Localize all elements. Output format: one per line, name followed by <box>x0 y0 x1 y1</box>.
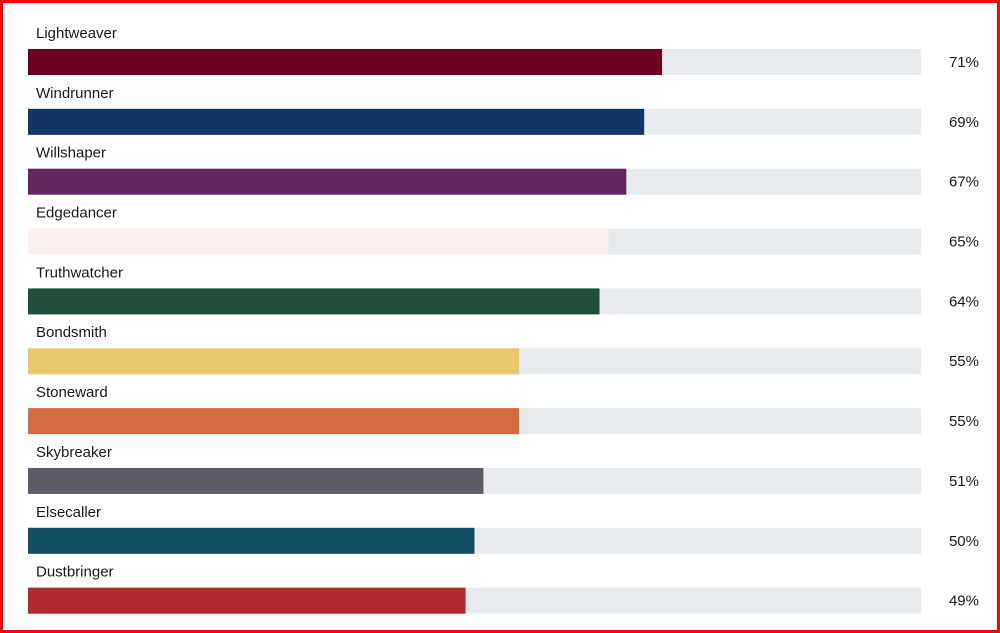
value-label: 55% <box>949 413 979 430</box>
bar <box>28 49 663 75</box>
bar <box>28 467 484 494</box>
category-label: Windrunner <box>36 85 114 102</box>
value-label: 50% <box>949 533 979 550</box>
value-label: 69% <box>949 114 979 131</box>
value-label: 51% <box>949 473 979 490</box>
category-label: Willshaper <box>36 145 106 162</box>
value-label: 71% <box>949 54 979 71</box>
value-label: 67% <box>949 174 979 191</box>
category-label: Edgedancer <box>36 205 117 222</box>
bar <box>28 228 609 255</box>
value-label: 55% <box>949 353 979 370</box>
bar <box>28 168 627 195</box>
category-label: Lightweaver <box>36 25 117 42</box>
bar <box>28 408 520 435</box>
category-label: Stoneward <box>36 384 108 401</box>
bar <box>28 527 475 554</box>
bar <box>28 348 520 375</box>
bar <box>28 108 645 135</box>
category-label: Skybreaker <box>36 444 112 461</box>
value-label: 64% <box>949 293 979 310</box>
category-label: Elsecaller <box>36 504 101 521</box>
category-label: Bondsmith <box>36 324 107 341</box>
value-label: 65% <box>949 234 979 251</box>
value-label: 49% <box>949 593 979 610</box>
category-label: Truthwatcher <box>36 264 123 281</box>
category-label: Dustbringer <box>36 564 114 581</box>
bar <box>28 587 466 614</box>
bar <box>28 288 600 315</box>
